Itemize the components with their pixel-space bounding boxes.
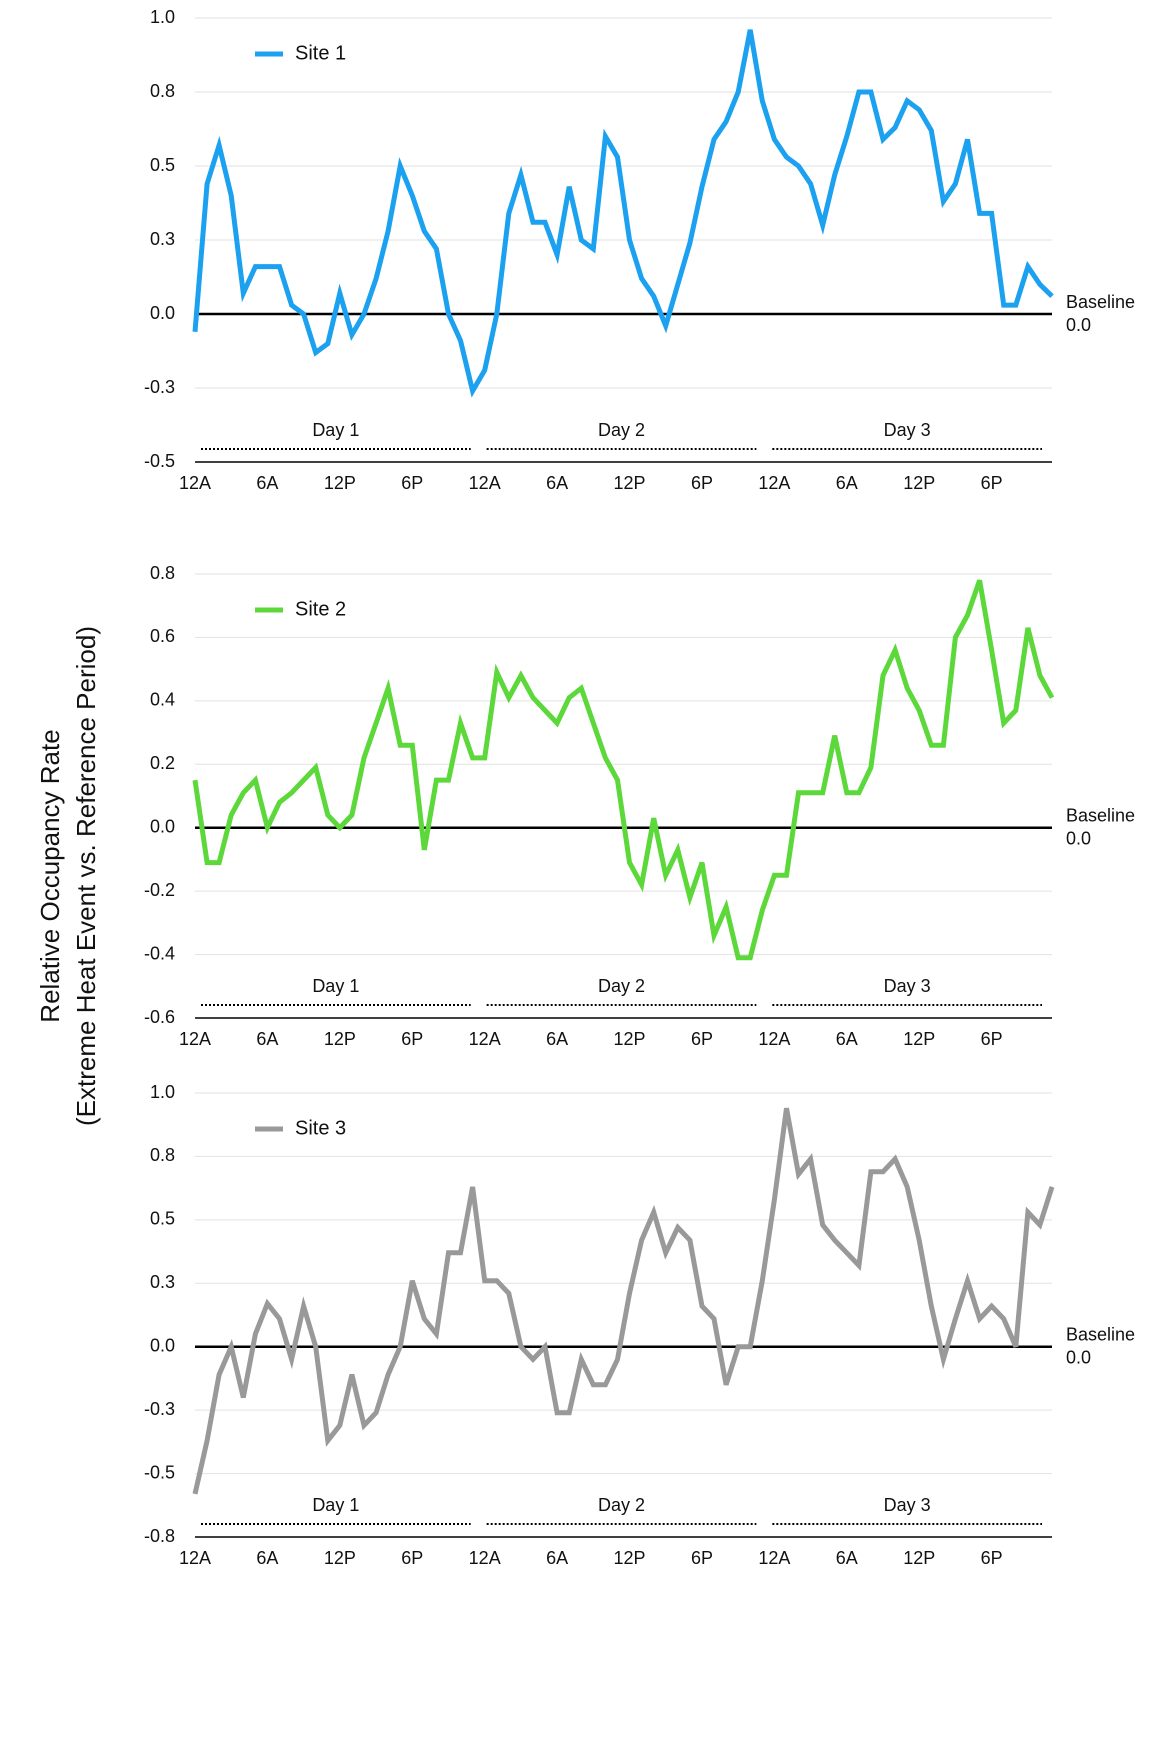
y-tick-label: 0.0 — [150, 816, 175, 836]
x-tick-label: 12A — [758, 1029, 790, 1049]
day-label: Day 1 — [312, 976, 359, 996]
day-label: Day 2 — [598, 420, 645, 440]
y-tick-label: 0.0 — [150, 303, 175, 323]
x-tick-label: 12A — [469, 1548, 501, 1568]
x-tick-label: 12A — [469, 1029, 501, 1049]
x-tick-label: 12P — [903, 1548, 935, 1568]
baseline-label: 0.0 — [1066, 1347, 1091, 1367]
y-tick-label: 0.8 — [150, 81, 175, 101]
x-tick-label: 12A — [758, 473, 790, 493]
day-label: Day 2 — [598, 976, 645, 996]
y-tick-label: 0.5 — [150, 1209, 175, 1229]
x-tick-label: 12P — [614, 1029, 646, 1049]
series-line — [192, 1107, 1055, 1495]
y-tick-label: 0.8 — [150, 1145, 175, 1165]
y-tick-label: 0.0 — [150, 1335, 175, 1355]
x-tick-label: 6A — [546, 1548, 568, 1568]
baseline-label: 0.0 — [1066, 315, 1091, 335]
y-tick-label: -0.6 — [144, 1007, 175, 1027]
x-tick-label: 6P — [981, 1548, 1003, 1568]
y-tick-label: -0.4 — [144, 943, 175, 963]
x-tick-label: 6P — [981, 1029, 1003, 1049]
x-tick-label: 12P — [903, 473, 935, 493]
y-tick-label: -0.3 — [144, 377, 175, 397]
day-label: Day 3 — [884, 1495, 931, 1515]
x-tick-label: 12P — [324, 1029, 356, 1049]
y-tick-label: 0.8 — [150, 563, 175, 583]
day-label: Day 2 — [598, 1495, 645, 1515]
x-tick-label: 12A — [179, 473, 211, 493]
x-tick-label: 6P — [691, 1548, 713, 1568]
y-axis-label: Relative Occupancy Rate — [35, 729, 65, 1022]
x-tick-label: 12P — [614, 1548, 646, 1568]
y-tick-label: -0.2 — [144, 880, 175, 900]
x-tick-label: 6A — [256, 1029, 278, 1049]
x-tick-label: 12A — [179, 1029, 211, 1049]
y-tick-label: 0.3 — [150, 229, 175, 249]
y-tick-label: -0.5 — [144, 1462, 175, 1482]
baseline-text: Baseline — [1066, 805, 1135, 825]
x-tick-label: 12P — [614, 473, 646, 493]
x-tick-label: 12P — [324, 473, 356, 493]
x-tick-label: 6A — [546, 1029, 568, 1049]
y-tick-label: -0.5 — [144, 451, 175, 471]
baseline-text: Baseline — [1066, 1324, 1135, 1344]
x-tick-label: 6A — [836, 1548, 858, 1568]
y-tick-label: 1.0 — [150, 1082, 175, 1102]
series-line — [192, 29, 1054, 398]
day-label: Day 3 — [884, 976, 931, 996]
y-tick-label: 0.5 — [150, 155, 175, 175]
x-tick-label: 6A — [836, 473, 858, 493]
x-tick-label: 12P — [324, 1548, 356, 1568]
y-tick-label: 1.0 — [150, 7, 175, 27]
x-tick-label: 6P — [981, 473, 1003, 493]
x-tick-label: 6A — [256, 473, 278, 493]
x-tick-label: 6P — [691, 1029, 713, 1049]
legend-label: Site 1 — [295, 42, 346, 64]
y-axis-label: (Extreme Heat Event vs. Reference Period… — [71, 626, 101, 1126]
x-tick-label: 6A — [546, 473, 568, 493]
y-tick-label: -0.3 — [144, 1399, 175, 1419]
x-tick-label: 12A — [758, 1548, 790, 1568]
x-tick-label: 6P — [401, 1548, 423, 1568]
y-tick-label: 0.6 — [150, 626, 175, 646]
day-label: Day 1 — [312, 1495, 359, 1515]
legend-label: Site 3 — [295, 1117, 346, 1139]
x-tick-label: 12A — [179, 1548, 211, 1568]
x-tick-label: 6A — [256, 1548, 278, 1568]
x-tick-label: 6P — [691, 473, 713, 493]
x-tick-label: 6P — [401, 1029, 423, 1049]
x-tick-label: 6A — [836, 1029, 858, 1049]
legend-label: Site 2 — [295, 598, 346, 620]
y-tick-label: 0.2 — [150, 753, 175, 773]
y-tick-label: 0.4 — [150, 690, 175, 710]
series-line — [192, 579, 1055, 961]
y-tick-label: 0.3 — [150, 1272, 175, 1292]
x-tick-label: 6P — [401, 473, 423, 493]
baseline-label: 0.0 — [1066, 828, 1091, 848]
y-tick-label: -0.8 — [144, 1526, 175, 1546]
day-label: Day 3 — [884, 420, 931, 440]
x-tick-label: 12P — [903, 1029, 935, 1049]
day-label: Day 1 — [312, 420, 359, 440]
baseline-text: Baseline — [1066, 292, 1135, 312]
x-tick-label: 12A — [469, 473, 501, 493]
